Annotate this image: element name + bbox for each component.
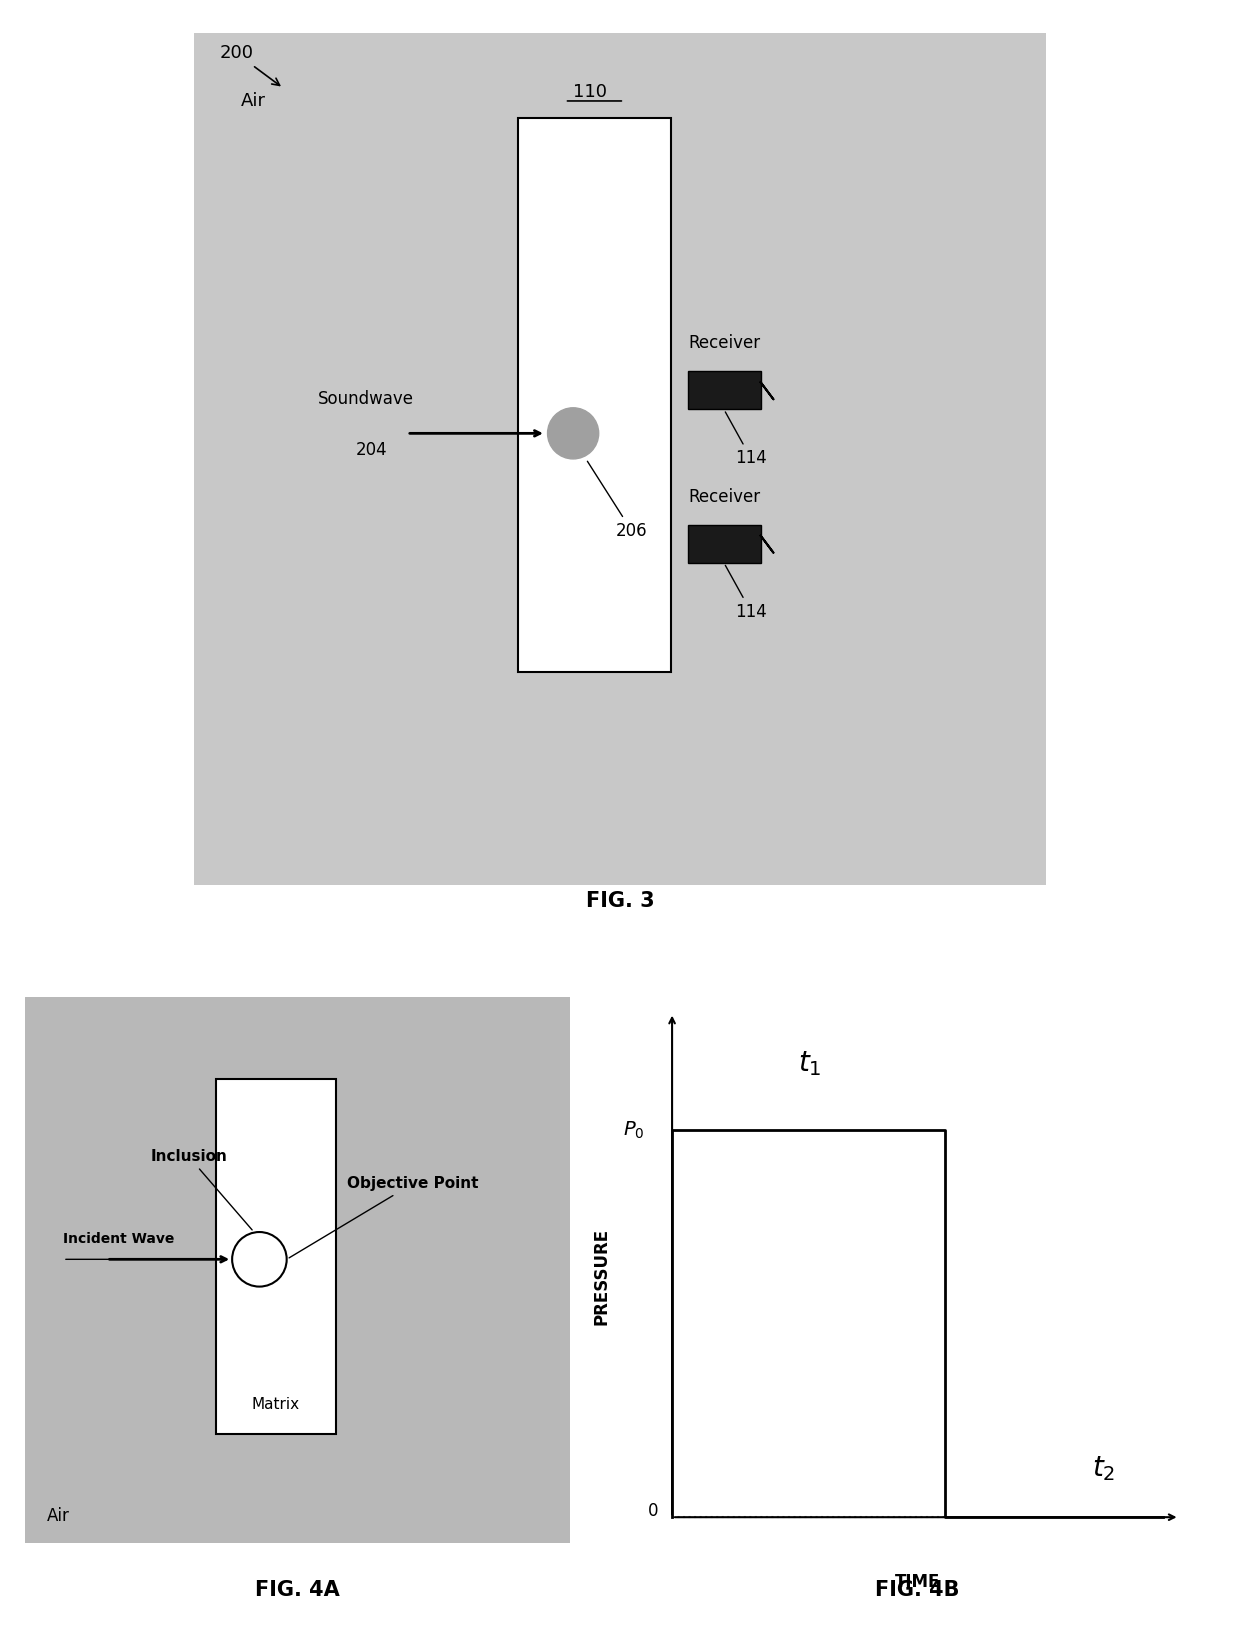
Text: TIME: TIME [895, 1573, 940, 1591]
Text: FIG. 4A: FIG. 4A [255, 1580, 340, 1600]
Text: Inclusion: Inclusion [150, 1149, 252, 1229]
Text: 204: 204 [356, 441, 387, 459]
Text: Air: Air [47, 1508, 69, 1526]
Text: $P_0$: $P_0$ [624, 1119, 645, 1141]
Text: Air: Air [241, 92, 265, 110]
Text: Soundwave: Soundwave [317, 390, 413, 408]
Text: $t_1$: $t_1$ [797, 1049, 821, 1078]
Text: Matrix: Matrix [252, 1396, 300, 1413]
Circle shape [232, 1233, 286, 1287]
Bar [216, 1078, 336, 1434]
Bar [688, 370, 760, 410]
Text: FIG. 4B: FIG. 4B [875, 1580, 960, 1600]
Bar [518, 118, 671, 672]
Text: FIG. 3: FIG. 3 [585, 892, 655, 911]
Text: $t_2$: $t_2$ [1092, 1454, 1116, 1483]
Text: 114: 114 [725, 411, 766, 467]
Text: Receiver: Receiver [688, 488, 760, 506]
Bar [688, 524, 760, 562]
Text: Incident Wave: Incident Wave [63, 1233, 175, 1246]
Text: Receiver: Receiver [688, 334, 760, 352]
Circle shape [548, 408, 599, 459]
Text: Objective Point: Objective Point [289, 1177, 479, 1257]
Text: PRESSURE: PRESSURE [593, 1228, 610, 1326]
Text: 200: 200 [219, 44, 280, 85]
Text: 114: 114 [725, 565, 766, 621]
Text: 0: 0 [647, 1503, 658, 1521]
Text: 206: 206 [588, 461, 647, 539]
Text: 110: 110 [573, 84, 608, 102]
